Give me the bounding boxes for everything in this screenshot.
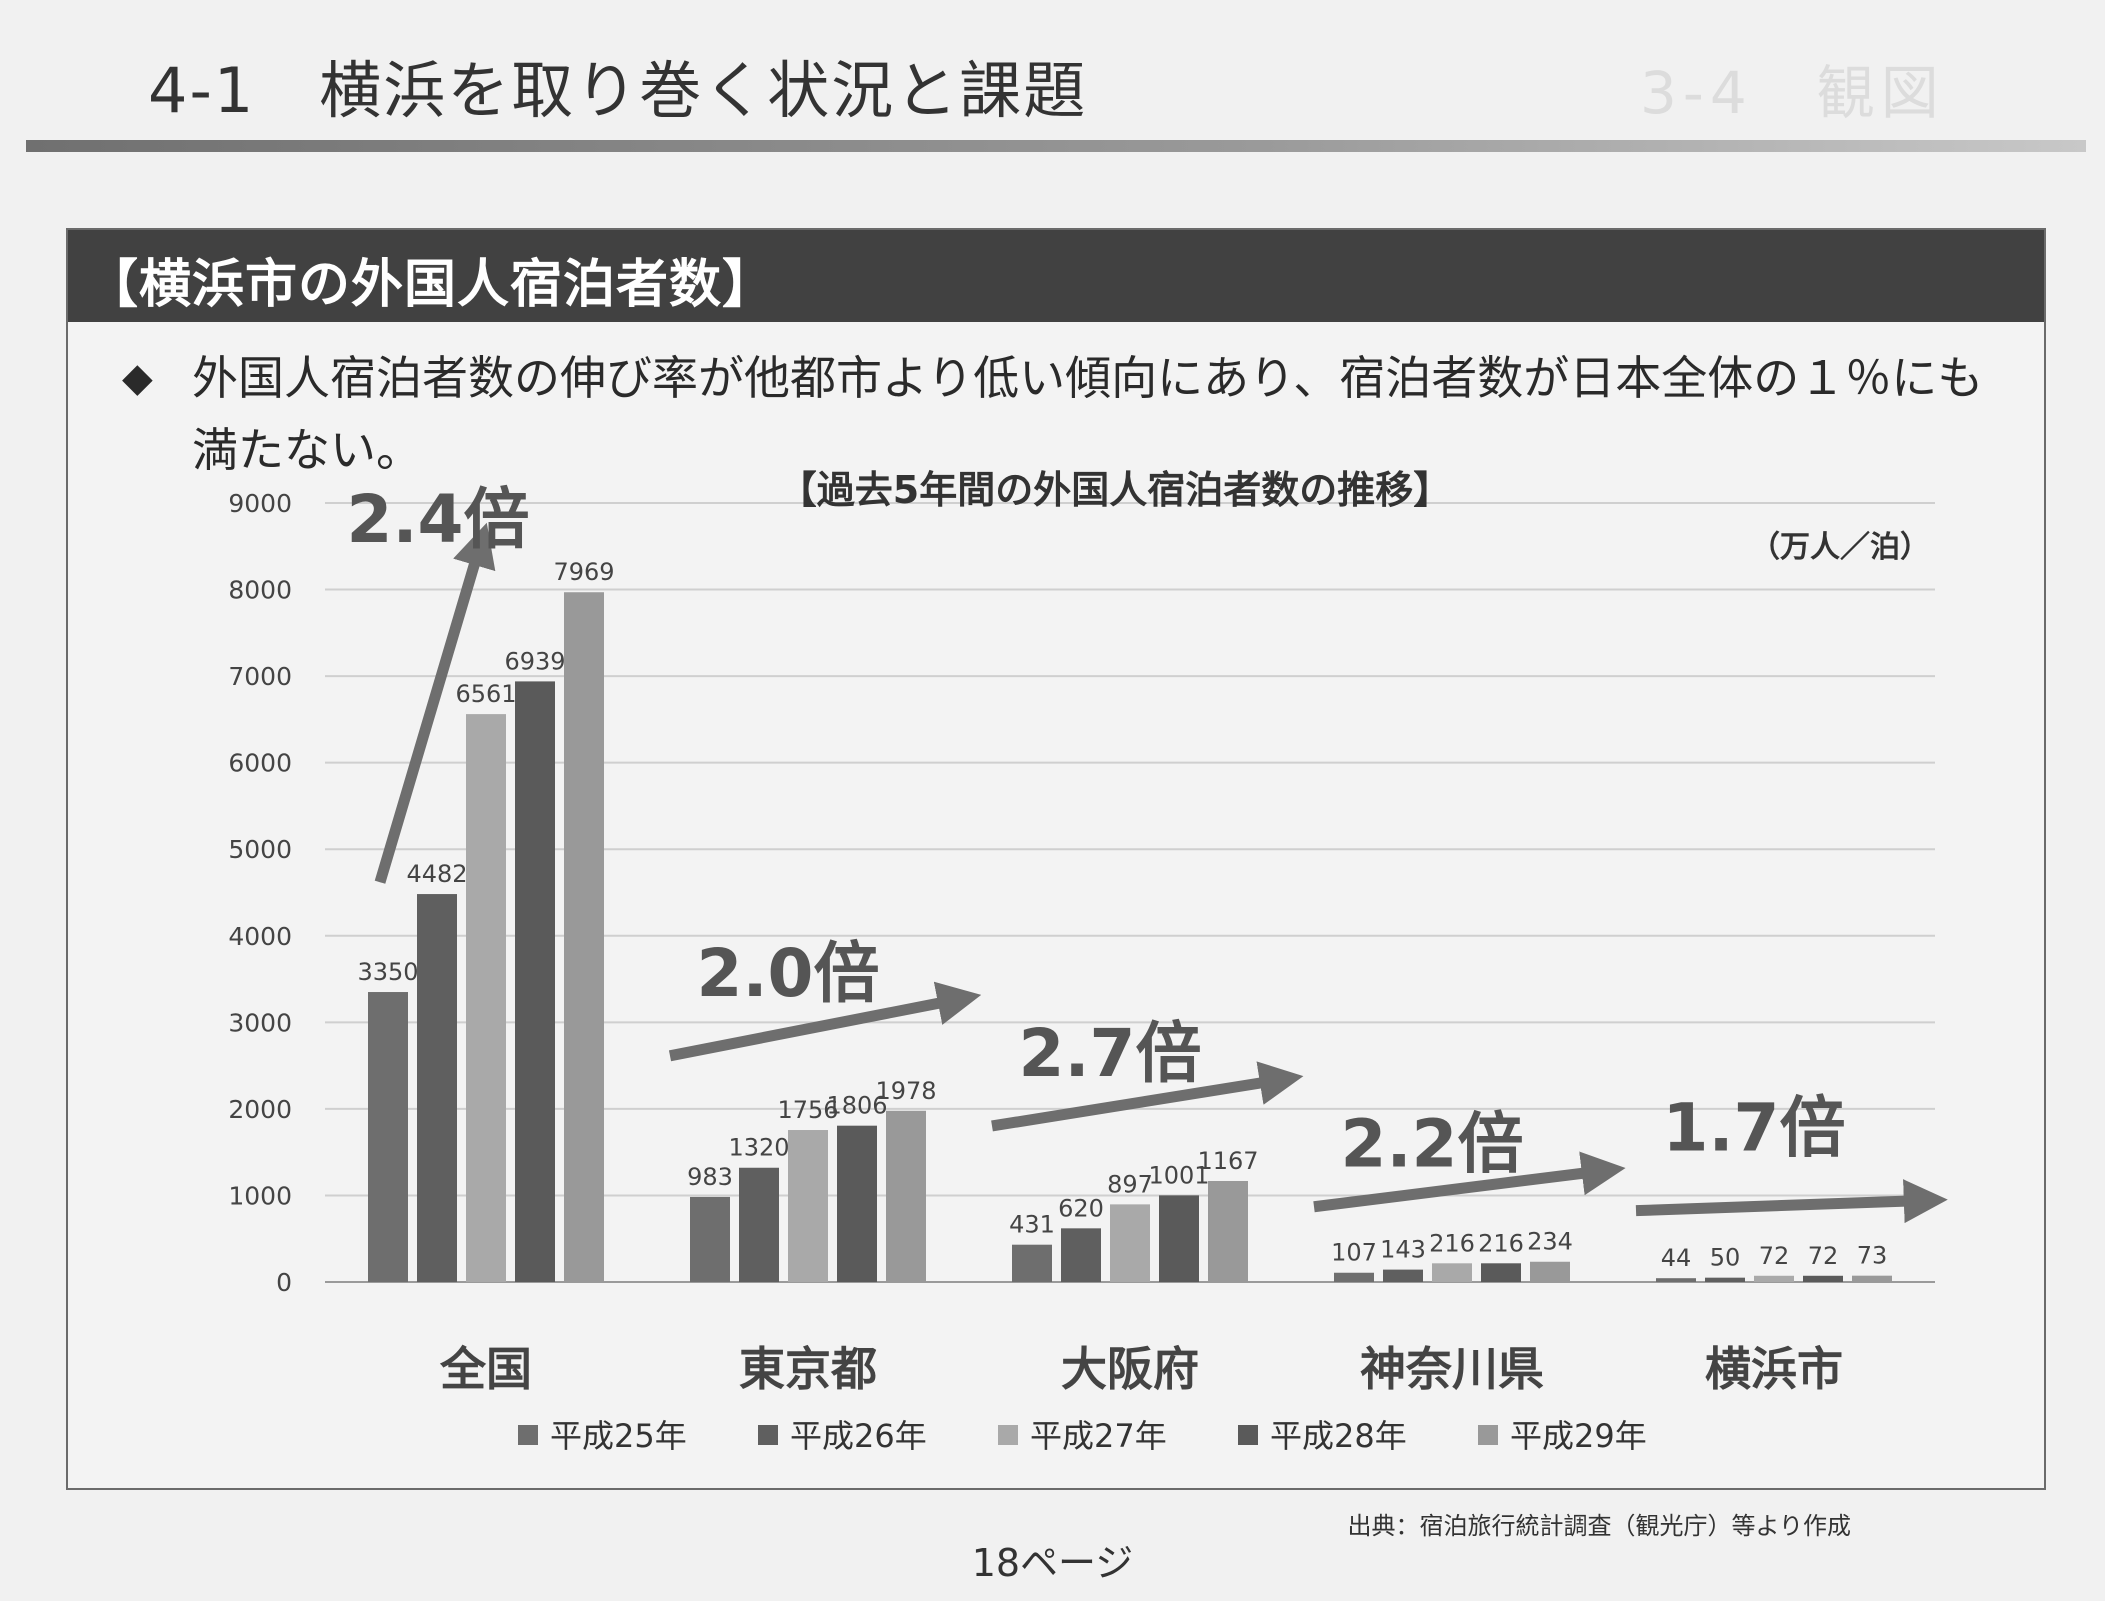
title-underline xyxy=(26,140,2086,152)
panel-header: 【横浜市の外国人宿泊者数】 xyxy=(68,230,2044,322)
bar xyxy=(886,1110,926,1282)
data-label: 1167 xyxy=(1197,1147,1258,1175)
legend-label: 平成27年 xyxy=(1030,1417,1167,1455)
growth-arrow xyxy=(668,981,982,1062)
bar xyxy=(1803,1275,1843,1282)
y-tick-label: 6000 xyxy=(228,749,292,778)
bar xyxy=(1656,1278,1696,1282)
y-tick-label: 8000 xyxy=(228,576,292,605)
bar xyxy=(739,1167,779,1282)
data-label: 73 xyxy=(1857,1242,1888,1270)
y-tick-label: 4000 xyxy=(228,922,292,951)
data-label: 6561 xyxy=(455,680,516,708)
legend-label: 平成29年 xyxy=(1510,1417,1647,1455)
data-label: 1320 xyxy=(728,1134,789,1162)
data-label: 216 xyxy=(1478,1229,1524,1257)
legend-swatch xyxy=(1478,1425,1498,1445)
legend-swatch xyxy=(998,1425,1018,1445)
bar xyxy=(1754,1275,1794,1282)
category-label: 東京都 xyxy=(739,1342,877,1396)
category-label: 全国 xyxy=(439,1342,532,1396)
category-label: 横浜市 xyxy=(1705,1342,1843,1396)
bar xyxy=(1383,1269,1423,1282)
y-tick-label: 2000 xyxy=(228,1095,292,1124)
legend-swatch xyxy=(1238,1425,1258,1445)
bar xyxy=(466,714,506,1282)
legend-swatch xyxy=(758,1425,778,1445)
y-tick-label: 3000 xyxy=(228,1008,292,1037)
bar xyxy=(1110,1204,1150,1282)
data-label: 50 xyxy=(1710,1244,1741,1272)
bar xyxy=(368,992,408,1282)
data-label: 143 xyxy=(1380,1236,1426,1264)
data-label: 7969 xyxy=(553,558,614,586)
bar xyxy=(1061,1228,1101,1282)
bar xyxy=(1208,1180,1248,1282)
data-label: 1978 xyxy=(875,1077,936,1105)
bar xyxy=(1432,1263,1472,1282)
y-tick-label: 0 xyxy=(276,1268,292,1297)
bar xyxy=(788,1130,828,1282)
bar xyxy=(690,1196,730,1282)
data-label: 44 xyxy=(1661,1244,1692,1272)
data-label: 620 xyxy=(1058,1194,1104,1222)
data-label: 897 xyxy=(1107,1170,1153,1198)
unit-label: （万人／泊） xyxy=(1750,530,1930,565)
bullet-text: 外国人宿泊者数の伸び率が他都市より低い傾向にあり、宿泊者数が日本全体の１％にも満… xyxy=(192,351,1984,477)
data-label: 1756 xyxy=(777,1096,838,1124)
data-label: 107 xyxy=(1331,1239,1377,1267)
bar xyxy=(564,592,604,1282)
bar xyxy=(837,1125,877,1282)
y-tick-label: 1000 xyxy=(228,1181,292,1210)
data-label: 72 xyxy=(1759,1242,1790,1270)
category-label: 神奈川県 xyxy=(1360,1342,1544,1396)
panel-header-title: 【横浜市の外国人宿泊者数】 xyxy=(86,255,776,315)
growth-arrow xyxy=(374,522,496,884)
bar xyxy=(515,681,555,1282)
data-label: 3350 xyxy=(357,958,418,986)
growth-label: 2.2倍 xyxy=(1341,1106,1524,1183)
bar xyxy=(1852,1275,1892,1282)
growth-arrow xyxy=(1635,1179,1948,1224)
source-note: 出典：宿泊旅行統計調査（観光庁）等より作成 xyxy=(1347,1512,1851,1540)
y-tick-label: 9000 xyxy=(228,489,292,518)
page-title: 4-1 横浜を取り巻く状況と課題 xyxy=(148,54,1088,127)
chart-title: 【過去5年間の外国人宿泊者数の推移】 xyxy=(779,468,1451,512)
legend-label: 平成25年 xyxy=(550,1417,687,1455)
y-tick-label: 5000 xyxy=(228,835,292,864)
growth-arrow xyxy=(1313,1151,1626,1213)
data-label: 983 xyxy=(687,1163,733,1191)
data-label: 1001 xyxy=(1148,1161,1209,1189)
bar xyxy=(417,894,457,1282)
growth-label: 2.0倍 xyxy=(697,935,880,1012)
legend-label: 平成26年 xyxy=(790,1417,927,1455)
growth-label: 1.7倍 xyxy=(1663,1090,1846,1167)
diamond-bullet-icon: ◆ xyxy=(122,355,153,401)
data-label: 6939 xyxy=(504,647,565,675)
data-label: 234 xyxy=(1527,1228,1573,1256)
data-label: 4482 xyxy=(406,860,467,888)
bar xyxy=(1481,1263,1521,1282)
bar xyxy=(1530,1261,1570,1282)
growth-label: 2.4倍 xyxy=(347,481,530,558)
category-label: 大阪府 xyxy=(1061,1342,1199,1396)
bar xyxy=(1705,1277,1745,1282)
bar xyxy=(1012,1244,1052,1282)
data-label: 431 xyxy=(1009,1211,1055,1239)
data-label: 216 xyxy=(1429,1229,1475,1257)
legend-swatch xyxy=(518,1425,538,1445)
data-label: 72 xyxy=(1808,1242,1839,1270)
data-label: 1806 xyxy=(826,1092,887,1120)
growth-label: 2.7倍 xyxy=(1019,1015,1202,1092)
y-tick-label: 7000 xyxy=(228,662,292,691)
bar xyxy=(1334,1272,1374,1282)
legend-label: 平成28年 xyxy=(1270,1417,1407,1455)
growth-arrow xyxy=(991,1061,1304,1132)
page-number: 18ページ xyxy=(971,1541,1134,1585)
bar xyxy=(1159,1195,1199,1282)
bleed-through-text: 3-4 観図 xyxy=(1640,59,1945,127)
